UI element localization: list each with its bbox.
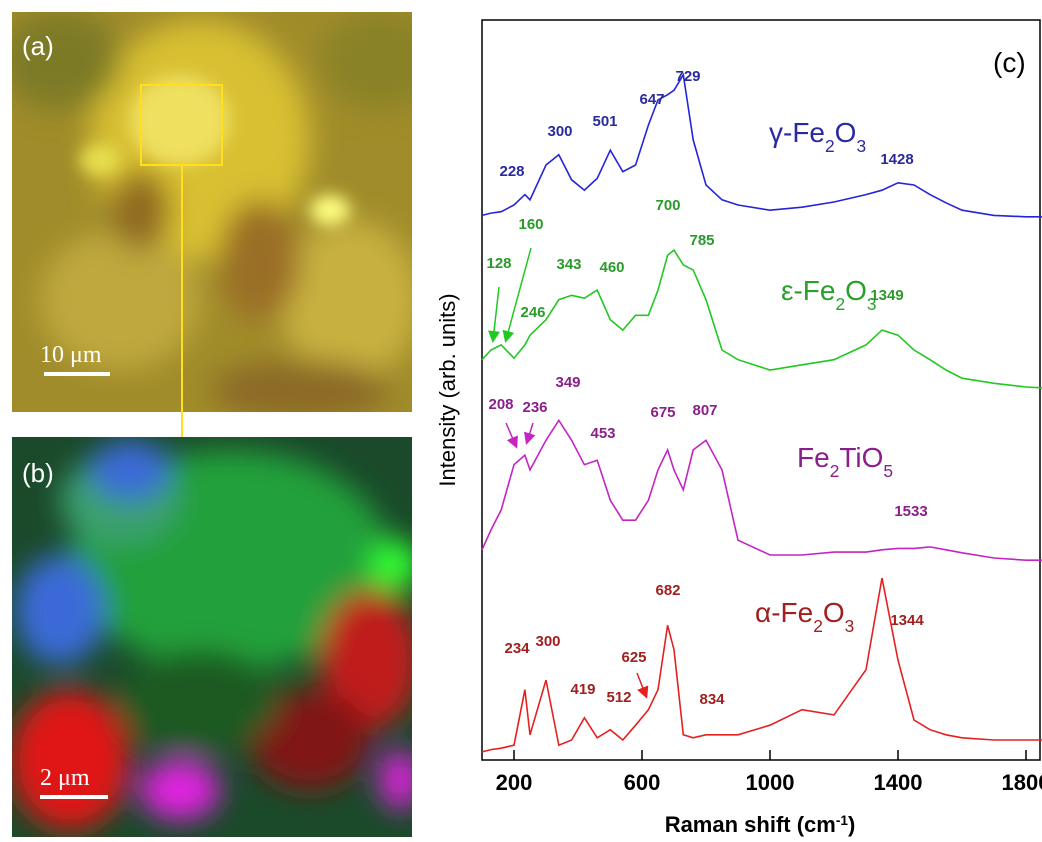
x-tick-label: 1000 xyxy=(746,770,795,795)
peak-label: 1344 xyxy=(890,612,924,629)
peak-label: 1533 xyxy=(894,503,927,520)
peak-label: 682 xyxy=(655,582,680,599)
peak-label: 460 xyxy=(599,259,624,276)
panel-label: (c) xyxy=(993,47,1026,78)
peak-label: 453 xyxy=(590,425,615,442)
raman-map xyxy=(12,437,412,837)
peak-label: 234 xyxy=(504,640,530,657)
peak-label: 228 xyxy=(499,163,524,180)
micrograph-a xyxy=(12,12,412,412)
scale-bar-label: 2 μm xyxy=(40,765,90,791)
peak-label: 785 xyxy=(689,232,714,249)
spectrum-line xyxy=(481,418,1042,561)
peak-label: 512 xyxy=(606,689,631,706)
peak-label: 246 xyxy=(520,304,545,321)
peak-label: 834 xyxy=(699,691,725,708)
arrows xyxy=(488,247,649,699)
peak-label: 675 xyxy=(650,404,675,421)
x-tick-label: 1400 xyxy=(874,770,923,795)
peak-label: 300 xyxy=(535,633,560,650)
peak-label: 419 xyxy=(570,681,595,698)
spectrum-line xyxy=(481,577,1042,753)
peak-label: 501 xyxy=(592,113,617,130)
panel-label: (a) xyxy=(22,31,54,61)
x-tick-label: 1800 xyxy=(1002,770,1042,795)
panel-label: (b) xyxy=(22,458,54,488)
peak-label: 343 xyxy=(556,256,581,273)
peak-label: 349 xyxy=(555,374,580,391)
plot-frame xyxy=(481,19,1041,761)
y-axis-title: Intensity (arb. units) xyxy=(435,293,460,486)
series-label: ε-Fe2O3 xyxy=(781,275,877,314)
series-label: α-Fe2O3 xyxy=(755,597,854,636)
x-tick-label: 200 xyxy=(496,770,533,795)
peak-label: 208 xyxy=(488,396,513,413)
peak-label: 729 xyxy=(675,68,700,85)
peak-label: 160 xyxy=(518,216,543,233)
scale-bar-label: 10 μm xyxy=(40,342,102,368)
series-label: Fe2TiO5 xyxy=(797,442,893,481)
peak-label: 128 xyxy=(486,255,511,272)
peak-label: 1349 xyxy=(870,287,903,304)
spectrum-line xyxy=(481,248,1042,389)
peak-label: 625 xyxy=(621,649,646,666)
peak-label: 807 xyxy=(692,402,717,419)
peak-label: 236 xyxy=(522,399,547,416)
peak-label: 647 xyxy=(639,91,664,108)
peak-label: 1428 xyxy=(880,151,913,168)
x-axis-title: Raman shift (cm-1) xyxy=(665,812,856,837)
peak-label: 300 xyxy=(547,123,572,140)
peak-label: 700 xyxy=(655,197,680,214)
series-label: γ-Fe2O3 xyxy=(769,117,866,156)
x-tick-label: 600 xyxy=(624,770,661,795)
spectrum-line xyxy=(481,72,1042,218)
